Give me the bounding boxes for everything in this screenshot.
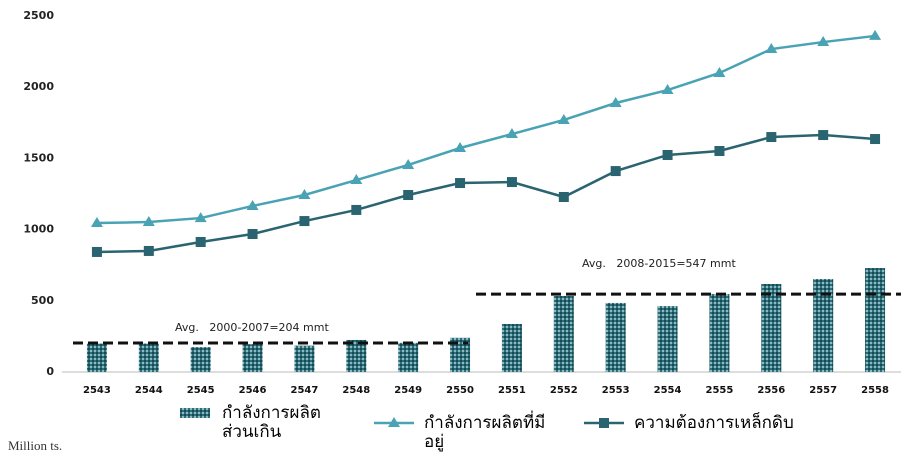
annotation: Avg. 2008-2015=547 mmt bbox=[582, 257, 736, 270]
marker bbox=[91, 246, 102, 257]
bar bbox=[501, 324, 522, 372]
bar bbox=[190, 347, 211, 372]
x-tick-label: 2552 bbox=[550, 385, 578, 396]
x-tick-label: 2549 bbox=[394, 385, 422, 396]
marker bbox=[402, 158, 415, 169]
y-tick-label: 2500 bbox=[23, 9, 54, 22]
bar bbox=[242, 344, 263, 372]
legend-item: ความต้องการเหล็กดิบ bbox=[582, 414, 902, 433]
marker bbox=[90, 217, 103, 228]
swatch-marker bbox=[388, 417, 400, 427]
x-tick-label: 2556 bbox=[757, 385, 785, 396]
marker bbox=[662, 149, 673, 160]
legend-text: ความต้องการเหล็กดิบ bbox=[634, 413, 794, 433]
x-tick-label: 2546 bbox=[239, 385, 267, 396]
x-tick-label: 2547 bbox=[291, 385, 319, 396]
bar bbox=[605, 302, 626, 372]
marker bbox=[142, 216, 155, 227]
bar bbox=[450, 337, 471, 372]
marker bbox=[505, 128, 518, 139]
bar bbox=[346, 339, 367, 372]
x-tick-label: 2557 bbox=[809, 385, 837, 396]
x-tick-label: 2548 bbox=[342, 385, 370, 396]
y-tick-label: 1500 bbox=[23, 151, 54, 164]
bar bbox=[138, 343, 159, 372]
marker bbox=[247, 229, 258, 240]
y-tick-label: 1000 bbox=[23, 223, 54, 236]
marker bbox=[246, 199, 259, 210]
marker bbox=[870, 134, 881, 145]
marker bbox=[818, 130, 829, 141]
legend-swatch bbox=[374, 417, 414, 427]
line bbox=[96, 34, 876, 225]
bar bbox=[294, 345, 315, 372]
x-tick-label: 2551 bbox=[498, 385, 526, 396]
marker bbox=[765, 43, 778, 54]
swatch-marker bbox=[599, 418, 609, 428]
swatch bbox=[180, 408, 210, 418]
marker bbox=[143, 245, 154, 256]
legend-text: กำลังการผลิตที่มีอยู่ bbox=[424, 413, 546, 452]
marker bbox=[714, 145, 725, 156]
legend-text: กำลังการผลิตส่วนเกิน bbox=[222, 403, 321, 442]
marker bbox=[609, 97, 622, 108]
bar bbox=[398, 342, 419, 372]
unit-label: Million ts. bbox=[8, 438, 62, 453]
legend-item: กำลังการผลิตส่วนเกิน bbox=[172, 404, 322, 442]
x-tick-label: 2544 bbox=[135, 385, 163, 396]
bar bbox=[86, 343, 107, 372]
marker bbox=[454, 142, 467, 153]
y-tick-label: 2000 bbox=[23, 80, 54, 93]
x-tick-label: 2550 bbox=[446, 385, 474, 396]
marker bbox=[558, 191, 569, 202]
x-tick-label: 2553 bbox=[602, 385, 630, 396]
bar bbox=[761, 283, 782, 372]
marker bbox=[506, 177, 517, 188]
legend-item: กำลังการผลิตที่มีอยู่ bbox=[372, 414, 572, 452]
x-tick-label: 2554 bbox=[654, 385, 682, 396]
legend-swatch bbox=[584, 418, 624, 428]
x-tick-label: 2543 bbox=[83, 385, 111, 396]
x-tick-label: 2555 bbox=[706, 385, 734, 396]
marker bbox=[299, 216, 310, 227]
bar bbox=[865, 268, 886, 372]
bar bbox=[553, 295, 574, 372]
marker bbox=[557, 113, 570, 124]
marker bbox=[610, 166, 621, 177]
y-tick-label: 0 bbox=[46, 365, 54, 378]
marker bbox=[195, 236, 206, 247]
marker bbox=[713, 66, 726, 77]
bar bbox=[657, 306, 678, 372]
bar bbox=[813, 279, 834, 372]
marker bbox=[766, 132, 777, 143]
marker bbox=[817, 36, 830, 47]
y-tick-label: 500 bbox=[31, 294, 54, 307]
marker bbox=[455, 178, 466, 189]
annotation: Avg. 2000-2007=204 mmt bbox=[175, 321, 329, 334]
marker bbox=[298, 188, 311, 199]
marker bbox=[351, 204, 362, 215]
marker bbox=[661, 84, 674, 95]
x-tick-label: 2545 bbox=[187, 385, 215, 396]
bar bbox=[709, 293, 730, 372]
marker bbox=[403, 189, 414, 200]
marker bbox=[869, 29, 882, 40]
marker bbox=[350, 174, 363, 185]
line bbox=[96, 133, 876, 254]
legend-swatch bbox=[180, 408, 210, 418]
marker bbox=[194, 212, 207, 223]
x-tick-label: 2558 bbox=[861, 385, 889, 396]
